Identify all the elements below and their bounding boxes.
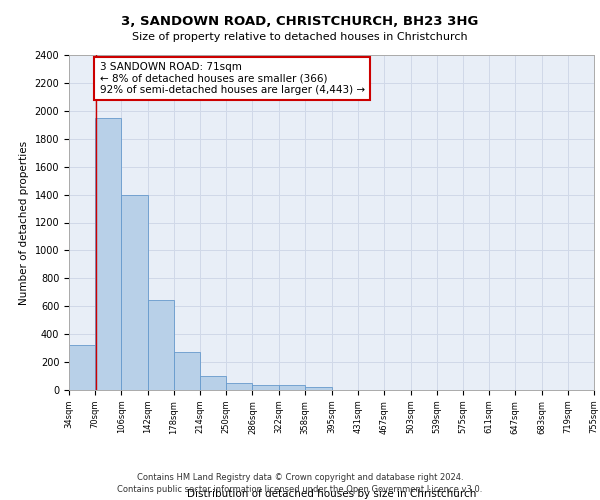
Bar xyxy=(69,344,95,390)
Bar xyxy=(121,194,148,390)
X-axis label: Distribution of detached houses by size in Christchurch: Distribution of detached houses by size … xyxy=(187,490,476,500)
Bar xyxy=(226,384,253,390)
Bar xyxy=(305,387,332,390)
Text: Contains HM Land Registry data © Crown copyright and database right 2024.: Contains HM Land Registry data © Crown c… xyxy=(137,472,463,482)
Bar xyxy=(253,384,279,390)
Text: Size of property relative to detached houses in Christchurch: Size of property relative to detached ho… xyxy=(132,32,468,42)
Y-axis label: Number of detached properties: Number of detached properties xyxy=(19,140,29,304)
Text: 3, SANDOWN ROAD, CHRISTCHURCH, BH23 3HG: 3, SANDOWN ROAD, CHRISTCHURCH, BH23 3HG xyxy=(121,15,479,28)
Bar xyxy=(148,300,174,390)
Bar xyxy=(174,352,200,390)
Text: 3 SANDOWN ROAD: 71sqm
← 8% of detached houses are smaller (366)
92% of semi-deta: 3 SANDOWN ROAD: 71sqm ← 8% of detached h… xyxy=(100,62,365,95)
Bar xyxy=(95,118,121,390)
Text: Contains public sector information licensed under the Open Government Licence v3: Contains public sector information licen… xyxy=(118,485,482,494)
Bar xyxy=(200,376,226,390)
Bar xyxy=(279,385,305,390)
